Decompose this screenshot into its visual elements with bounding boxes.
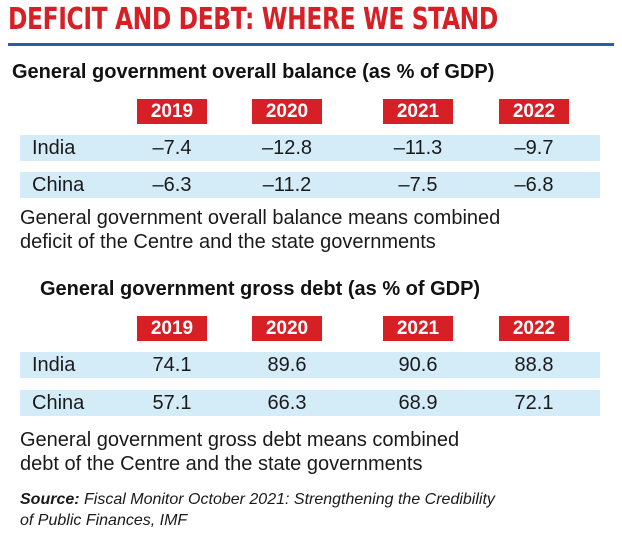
debt-year-2022: 2022 bbox=[499, 316, 569, 341]
balance-note-line: General government overall balance means… bbox=[20, 207, 501, 229]
debt-note: General government gross debt means comb… bbox=[20, 428, 610, 476]
debt-cell: 88.8 bbox=[514, 354, 554, 376]
balance-cell: –9.7 bbox=[514, 137, 554, 159]
debt-table-title: General government gross debt (as % of G… bbox=[40, 278, 481, 300]
debt-cell: 74.1 bbox=[152, 354, 192, 376]
source-line: of Public Finances, IMF bbox=[20, 512, 188, 529]
debt-cell: 68.9 bbox=[398, 392, 438, 414]
balance-row-india: India –7.4 –12.8 –11.3 –9.7 bbox=[20, 135, 600, 161]
balance-note-line: deficit of the Centre and the state gove… bbox=[20, 231, 436, 253]
balance-cell: –7.5 bbox=[398, 174, 438, 196]
debt-cell: 57.1 bbox=[152, 392, 192, 414]
source-note: Source: Fiscal Monitor October 2021: Str… bbox=[20, 489, 610, 531]
balance-cell: –6.3 bbox=[152, 174, 192, 196]
balance-year-2022: 2022 bbox=[499, 99, 569, 124]
balance-note: General government overall balance means… bbox=[20, 206, 610, 254]
balance-table-title: General government overall balance (as %… bbox=[12, 61, 495, 83]
source-label: Source: bbox=[20, 491, 80, 508]
balance-row-china: China –6.3 –11.2 –7.5 –6.8 bbox=[20, 172, 600, 198]
debt-row-india: India 74.1 89.6 90.6 88.8 bbox=[20, 352, 600, 378]
source-text: Fiscal Monitor October 2021: Strengtheni… bbox=[79, 491, 495, 508]
source-line: Source: Fiscal Monitor October 2021: Str… bbox=[20, 489, 610, 510]
balance-cell: –6.8 bbox=[514, 174, 554, 196]
debt-row-china: China 57.1 66.3 68.9 72.1 bbox=[20, 390, 600, 416]
debt-year-2020: 2020 bbox=[252, 316, 322, 341]
debt-cell: 72.1 bbox=[514, 392, 554, 414]
balance-cell: –11.2 bbox=[262, 174, 312, 196]
balance-cell: –7.4 bbox=[152, 137, 192, 159]
balance-year-2020: 2020 bbox=[252, 99, 322, 124]
debt-year-2019: 2019 bbox=[137, 316, 207, 341]
debt-year-2021: 2021 bbox=[383, 316, 453, 341]
debt-row-label: China bbox=[32, 392, 85, 414]
debt-year-header: 2019 2020 2021 2022 bbox=[0, 316, 622, 341]
debt-cell: 66.3 bbox=[267, 392, 307, 414]
debt-note-line: General government gross debt means comb… bbox=[20, 429, 460, 451]
balance-year-2019: 2019 bbox=[137, 99, 207, 124]
balance-year-2021: 2021 bbox=[383, 99, 453, 124]
balance-row-label: China bbox=[32, 174, 85, 196]
debt-row-label: India bbox=[32, 354, 76, 376]
debt-note-line: debt of the Centre and the state governm… bbox=[20, 453, 423, 475]
balance-cell: –11.3 bbox=[393, 137, 443, 159]
debt-cell: 89.6 bbox=[267, 354, 307, 376]
balance-cell: –12.8 bbox=[261, 137, 313, 159]
title-rule bbox=[8, 43, 614, 46]
balance-row-label: India bbox=[32, 137, 76, 159]
page-title: DEFICIT AND DEBT: WHERE WE STAND bbox=[8, 2, 498, 37]
debt-cell: 90.6 bbox=[398, 354, 438, 376]
balance-year-header: 2019 2020 2021 2022 bbox=[0, 99, 622, 124]
